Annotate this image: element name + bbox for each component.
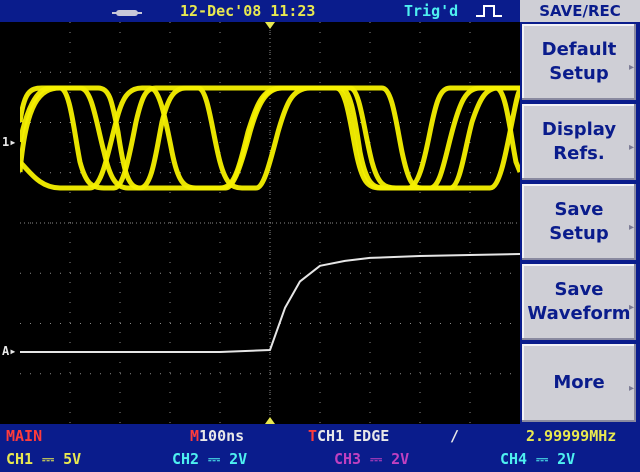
button-label: Waveform	[527, 303, 631, 324]
button-label: Save	[554, 199, 604, 220]
more-button[interactable]: More ▸	[522, 344, 636, 422]
channel-name: CH1	[6, 450, 34, 468]
chevron-right-icon: ▸	[628, 383, 634, 394]
ch2-scale[interactable]: CH2 ⎓ 2V	[172, 450, 248, 468]
button-label: Setup	[549, 63, 609, 84]
waveform-display	[20, 22, 520, 424]
channel-scale: 2V	[229, 450, 248, 468]
readout-bar: MAIN M100ns TCH1 EDGE ∕ 2.99999MHz CH1 ⎓…	[0, 424, 640, 472]
trigger-slope-icon: ∕	[450, 427, 460, 445]
frequency-readout: 2.99999MHz	[526, 427, 617, 445]
trigger-position-marker-bottom	[265, 417, 275, 424]
date-time: 12-Dec'08 11:23	[180, 2, 316, 20]
channel-name: CH3	[334, 450, 362, 468]
status-bar: 12-Dec'08 11:23 Trig'd	[0, 0, 520, 22]
save-waveform-button[interactable]: Save Waveform ▸	[522, 264, 636, 340]
softkey-menu: SAVE/REC Default Setup ▸ Display Refs. ▸ S…	[520, 0, 640, 424]
main-marker: M	[190, 427, 200, 445]
reference-waveform-trace	[20, 253, 520, 353]
button-label: More	[553, 372, 605, 393]
default-setup-button[interactable]: Default Setup ▸	[522, 24, 636, 100]
button-label: Setup	[549, 223, 609, 244]
ch4-scale[interactable]: CH4 ⎓ 2V	[500, 450, 576, 468]
trigger-status: Trig'd	[404, 2, 459, 20]
save-setup-button[interactable]: Save Setup ▸	[522, 184, 636, 260]
display-refs-button[interactable]: Display Refs. ▸	[522, 104, 636, 180]
button-label: Default	[541, 39, 617, 60]
rising-edge-icon	[476, 5, 502, 17]
trigger-marker: T	[308, 427, 318, 445]
channel-scale: 2V	[557, 450, 576, 468]
channel-name: CH2	[172, 450, 200, 468]
chevron-right-icon: ▸	[628, 142, 634, 153]
waveform-plot	[20, 22, 520, 424]
reference-marker: A▸	[2, 344, 17, 358]
button-label: Display	[541, 119, 617, 140]
ch1-waveform-trace	[20, 85, 520, 191]
trigger-readout: TCH1 EDGE	[308, 427, 389, 445]
ch3-scale[interactable]: CH3 ⎓ 2V	[334, 450, 410, 468]
chevron-right-icon: ▸	[628, 222, 634, 233]
button-label: Save	[554, 279, 604, 300]
ch1-waveform-trace	[20, 85, 520, 191]
channel-scale: 5V	[63, 450, 82, 468]
chevron-right-icon: ▸	[628, 302, 634, 313]
trigger-position-marker-top	[265, 22, 275, 29]
button-label: Refs.	[553, 143, 605, 164]
usb-connected-icon	[112, 5, 142, 23]
timebase-mode: MAIN	[6, 427, 43, 445]
channel-name: CH4	[500, 450, 528, 468]
channel-scale: 2V	[391, 450, 410, 468]
ch1-scale[interactable]: CH1 ⎓ 5V	[6, 450, 82, 468]
timebase-value: 100ns	[199, 427, 245, 445]
menu-title: SAVE/REC	[520, 0, 640, 24]
ch1-ground-marker: 1▸	[2, 135, 17, 149]
chevron-right-icon: ▸	[628, 62, 634, 73]
trigger-source: CH1 EDGE	[317, 427, 390, 445]
timebase-readout: M100ns	[190, 427, 244, 445]
